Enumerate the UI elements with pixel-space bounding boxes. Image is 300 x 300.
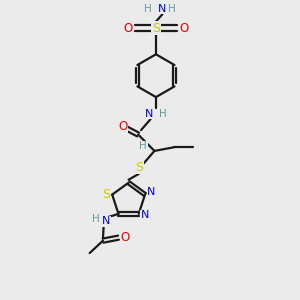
Text: N: N: [147, 187, 156, 197]
Text: N: N: [145, 109, 154, 119]
Text: O: O: [118, 120, 127, 133]
Text: N: N: [140, 210, 149, 220]
Text: H: H: [139, 141, 147, 152]
Text: O: O: [121, 231, 130, 244]
Text: N: N: [102, 216, 110, 226]
Text: H: H: [92, 214, 100, 224]
Text: S: S: [102, 188, 110, 201]
Text: H: H: [144, 4, 152, 14]
Text: H: H: [159, 109, 167, 119]
Text: H: H: [167, 4, 175, 14]
Text: S: S: [152, 22, 160, 34]
Text: O: O: [180, 22, 189, 34]
Text: S: S: [135, 161, 143, 174]
Text: N: N: [158, 4, 167, 14]
Text: O: O: [123, 22, 132, 34]
